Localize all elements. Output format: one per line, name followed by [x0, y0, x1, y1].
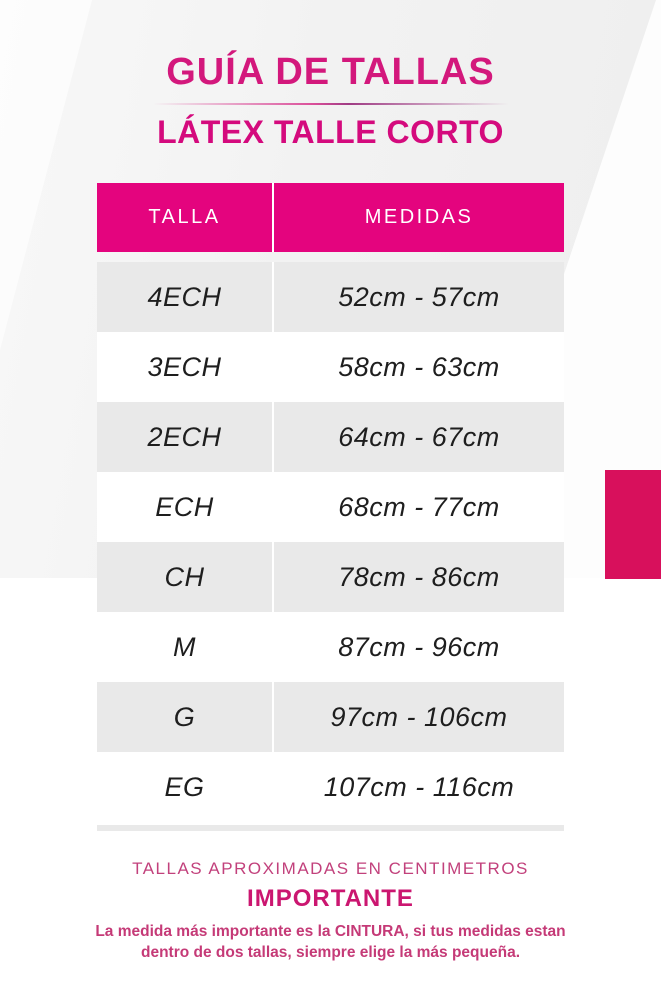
page-title: GUÍA DE TALLAS — [166, 51, 495, 93]
table-bottom-bar — [97, 825, 564, 831]
size-cell: CH — [97, 542, 272, 612]
title-divider — [152, 103, 509, 105]
footer-important-label: IMPORTANTE — [247, 885, 414, 912]
table-row: M 87cm - 96cm — [97, 612, 564, 682]
table-row: ECH 68cm - 77cm — [97, 472, 564, 542]
size-cell: G — [97, 682, 272, 752]
footer-important-text: La medida más importante es la CINTURA, … — [95, 923, 566, 961]
column-header-medidas: MEDIDAS — [364, 206, 474, 228]
table-row: CH 78cm - 86cm — [97, 542, 564, 612]
measure-cell: 107cm - 116cm — [323, 771, 515, 802]
measure-cell: 78cm - 86cm — [274, 542, 564, 612]
table-header-row: TALLA MEDIDAS — [97, 183, 564, 252]
measure-cell: 97cm - 106cm — [274, 682, 564, 752]
table-row: G 97cm - 106cm — [97, 682, 564, 752]
measure-cell: 64cm - 67cm — [274, 402, 564, 472]
table-row: 2ECH 64cm - 67cm — [97, 402, 564, 472]
column-header-talla: TALLA — [97, 183, 274, 252]
table-row: 3ECH 58cm - 63cm — [97, 332, 564, 402]
table-row: EG 107cm - 116cm — [97, 752, 564, 822]
measure-cell: 52cm - 57cm — [274, 262, 564, 332]
table-row: 4ECH 52cm - 57cm — [97, 262, 564, 332]
measure-cell: 68cm - 77cm — [338, 491, 500, 522]
size-table: TALLA MEDIDAS 4ECH 52cm - 57cm 3ECH 58cm… — [97, 183, 564, 831]
size-cell: ECH — [155, 491, 214, 522]
footer: TALLAS APROXIMADAS EN CENTIMETROS IMPORT… — [0, 860, 661, 963]
size-cell: EG — [164, 771, 205, 802]
page-subtitle: LÁTEX TALLE CORTO — [157, 114, 504, 150]
size-cell: 4ECH — [97, 262, 272, 332]
content: GUÍA DE TALLAS LÁTEX TALLE CORTO TALLA M… — [0, 51, 661, 963]
size-cell: 2ECH — [97, 402, 272, 472]
size-cell: M — [173, 631, 196, 662]
accent-rectangle — [605, 470, 661, 579]
footer-note: TALLAS APROXIMADAS EN CENTIMETROS — [132, 859, 529, 878]
measure-cell: 87cm - 96cm — [338, 631, 500, 662]
size-cell: 3ECH — [147, 351, 222, 382]
measure-cell: 58cm - 63cm — [338, 351, 500, 382]
